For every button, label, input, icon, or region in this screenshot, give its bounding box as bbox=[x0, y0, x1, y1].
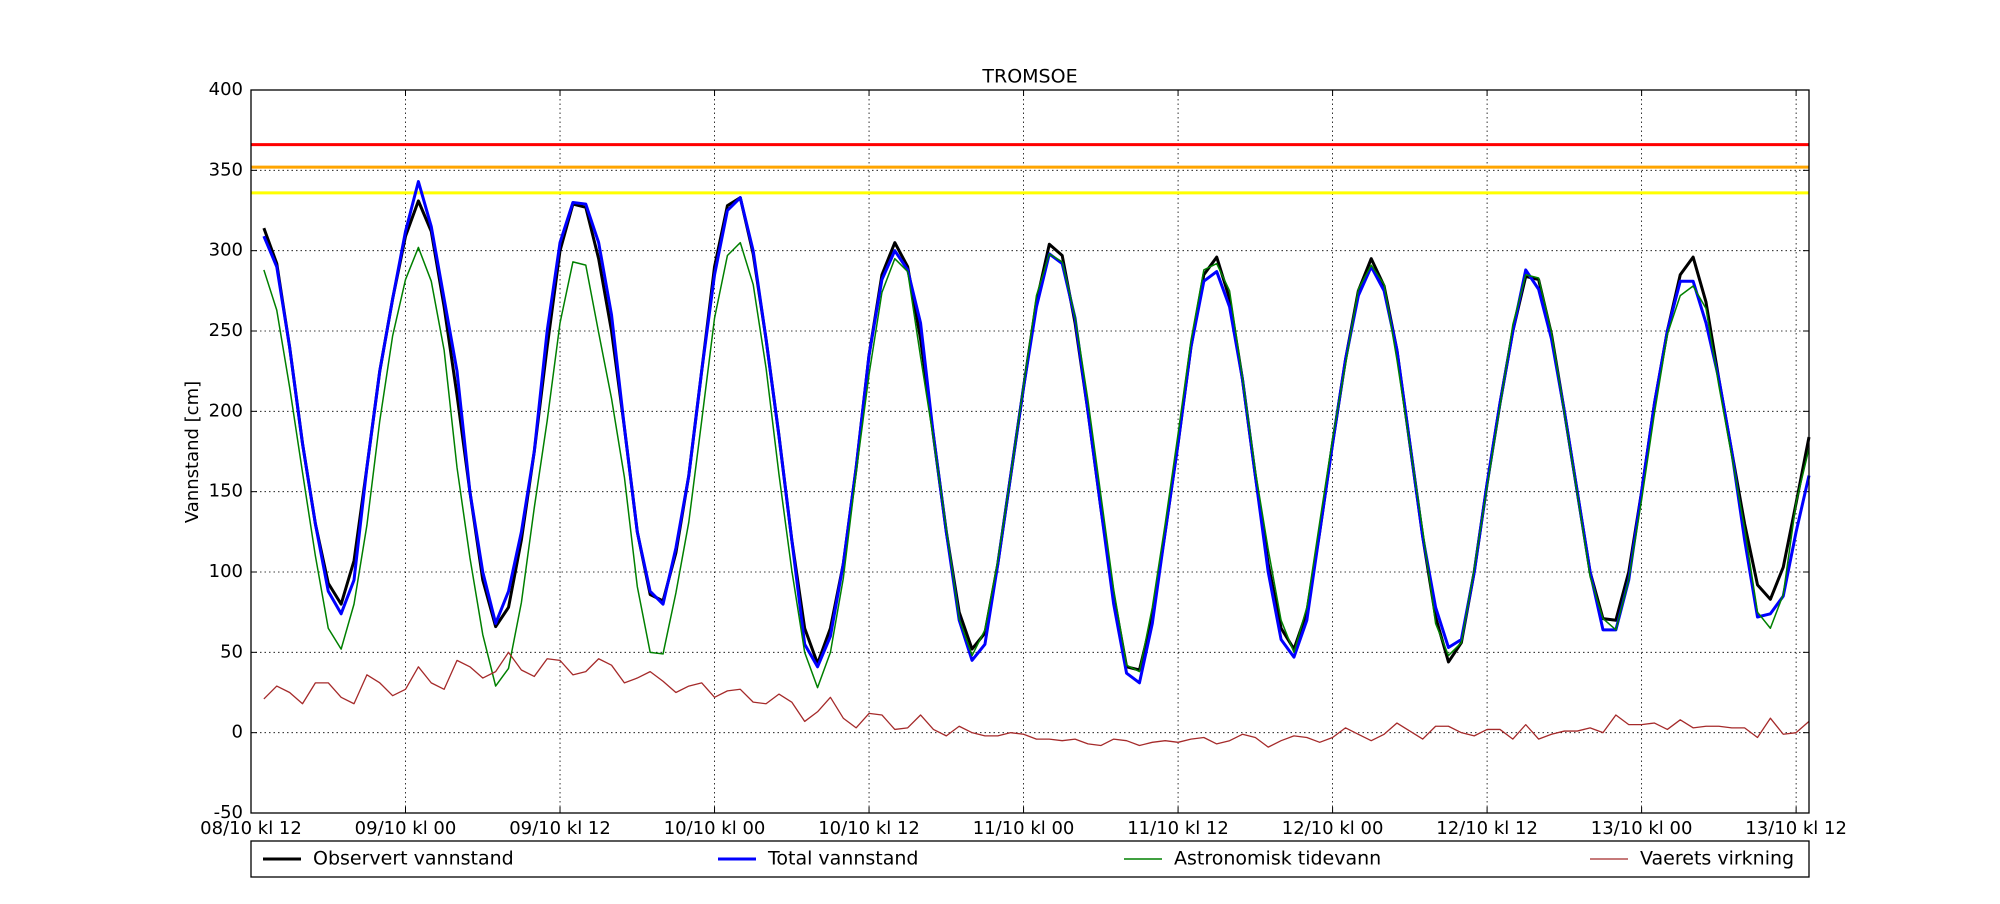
y-tick-label: 50 bbox=[220, 641, 243, 662]
x-tick-label: 09/10 kl 00 bbox=[355, 818, 457, 839]
x-tick-label: 12/10 kl 12 bbox=[1436, 818, 1538, 839]
y-tick-label: 100 bbox=[209, 561, 243, 582]
x-tick-label: 10/10 kl 00 bbox=[664, 818, 766, 839]
legend-label: Observert vannstand bbox=[313, 848, 514, 870]
legend-label: Total vannstand bbox=[767, 848, 918, 870]
x-tick-label: 13/10 kl 12 bbox=[1745, 818, 1847, 839]
series-line bbox=[262, 180, 1811, 685]
x-tick-label: 08/10 kl 12 bbox=[200, 818, 302, 839]
series-line bbox=[262, 196, 1811, 672]
legend-label: Astronomisk tidevann bbox=[1174, 848, 1381, 870]
y-tick-label: 150 bbox=[209, 481, 243, 502]
y-tick-label: 250 bbox=[209, 320, 243, 341]
y-axis-label: Vannstand [cm] bbox=[182, 381, 203, 523]
legend-box bbox=[250, 840, 1810, 878]
y-tick-label: 200 bbox=[209, 400, 243, 421]
series-line bbox=[263, 241, 1810, 689]
y-tick-label: -50 bbox=[214, 802, 243, 823]
y-tick-label: 0 bbox=[232, 722, 243, 743]
plot-frame bbox=[250, 89, 1810, 814]
x-tick-label: 13/10 kl 00 bbox=[1591, 818, 1693, 839]
x-tick-label: 10/10 kl 12 bbox=[818, 818, 920, 839]
y-tick-label: 400 bbox=[209, 79, 243, 100]
chart-title: TROMSOE bbox=[981, 66, 1077, 88]
series-line bbox=[263, 651, 1810, 748]
x-tick-label: 09/10 kl 12 bbox=[509, 818, 611, 839]
y-tick-label: 350 bbox=[209, 159, 243, 180]
x-tick-label: 11/10 kl 12 bbox=[1127, 818, 1229, 839]
legend-label: Vaerets virkning bbox=[1640, 848, 1794, 870]
x-tick-label: 11/10 kl 00 bbox=[973, 818, 1075, 839]
x-tick-label: 12/10 kl 00 bbox=[1282, 818, 1384, 839]
y-tick-label: 300 bbox=[209, 240, 243, 261]
